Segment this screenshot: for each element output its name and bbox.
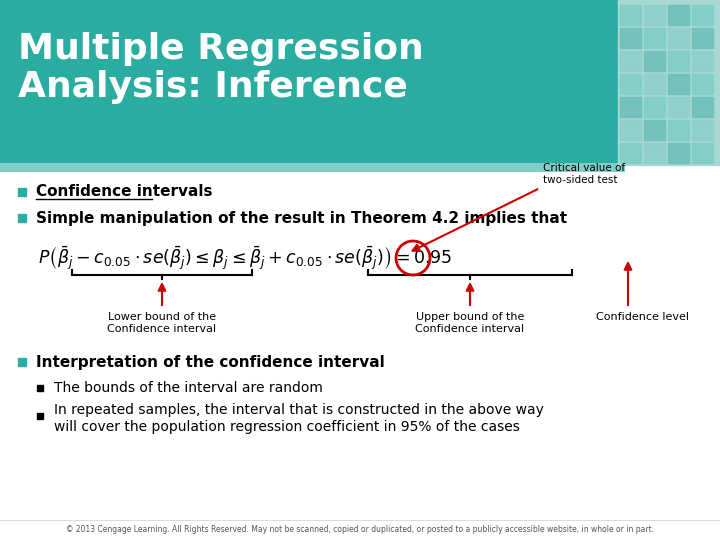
Bar [668,143,689,163]
Bar [618,0,720,165]
Bar [692,74,713,94]
Text: In repeated samples, the interval that is constructed in the above way: In repeated samples, the interval that i… [54,403,544,417]
Text: Upper bound of the
Confidence interval: Upper bound of the Confidence interval [415,312,525,334]
Bar [692,143,713,163]
Bar [0,0,625,165]
Text: Simple manipulation of the result in Theorem 4.2 implies that: Simple manipulation of the result in The… [36,211,567,226]
Text: will cover the population regression coefficient in 95% of the cases: will cover the population regression coe… [54,420,520,434]
Bar [644,51,665,71]
Text: Confidence level: Confidence level [596,312,690,322]
Bar [692,51,713,71]
Bar [668,120,689,140]
Text: Lower bound of the
Confidence interval: Lower bound of the Confidence interval [107,312,217,334]
Bar [620,5,641,25]
Bar [620,97,641,117]
Bar [668,51,689,71]
Bar [668,97,689,117]
Text: Multiple Regression: Multiple Regression [18,32,424,66]
Bar [692,120,713,140]
Text: Interpretation of the confidence interval: Interpretation of the confidence interva… [36,354,384,369]
Bar [644,5,665,25]
Bar [620,51,641,71]
Bar [692,5,713,25]
Bar [620,143,641,163]
Bar [644,97,665,117]
Bar [644,28,665,48]
Bar [620,74,641,94]
Bar [620,28,641,48]
Bar [668,74,689,94]
Bar [620,120,641,140]
Text: © 2013 Cengage Learning. All Rights Reserved. May not be scanned, copied or dupl: © 2013 Cengage Learning. All Rights Rese… [66,525,654,535]
Bar [644,74,665,94]
Bar [0,163,625,172]
Bar [668,5,689,25]
Bar [644,143,665,163]
Text: Analysis: Inference: Analysis: Inference [18,70,408,104]
Bar [692,28,713,48]
Bar [668,28,689,48]
Text: Critical value of
two-sided test: Critical value of two-sided test [543,164,625,185]
Bar [644,120,665,140]
Bar [692,97,713,117]
Text: The bounds of the interval are random: The bounds of the interval are random [54,381,323,395]
Text: $P\left(\bar{\beta}_j - c_{0.05} \cdot se(\bar{\beta}_j) \leq \beta_j \leq \bar{: $P\left(\bar{\beta}_j - c_{0.05} \cdot s… [38,244,452,272]
Text: Confidence intervals: Confidence intervals [36,185,212,199]
